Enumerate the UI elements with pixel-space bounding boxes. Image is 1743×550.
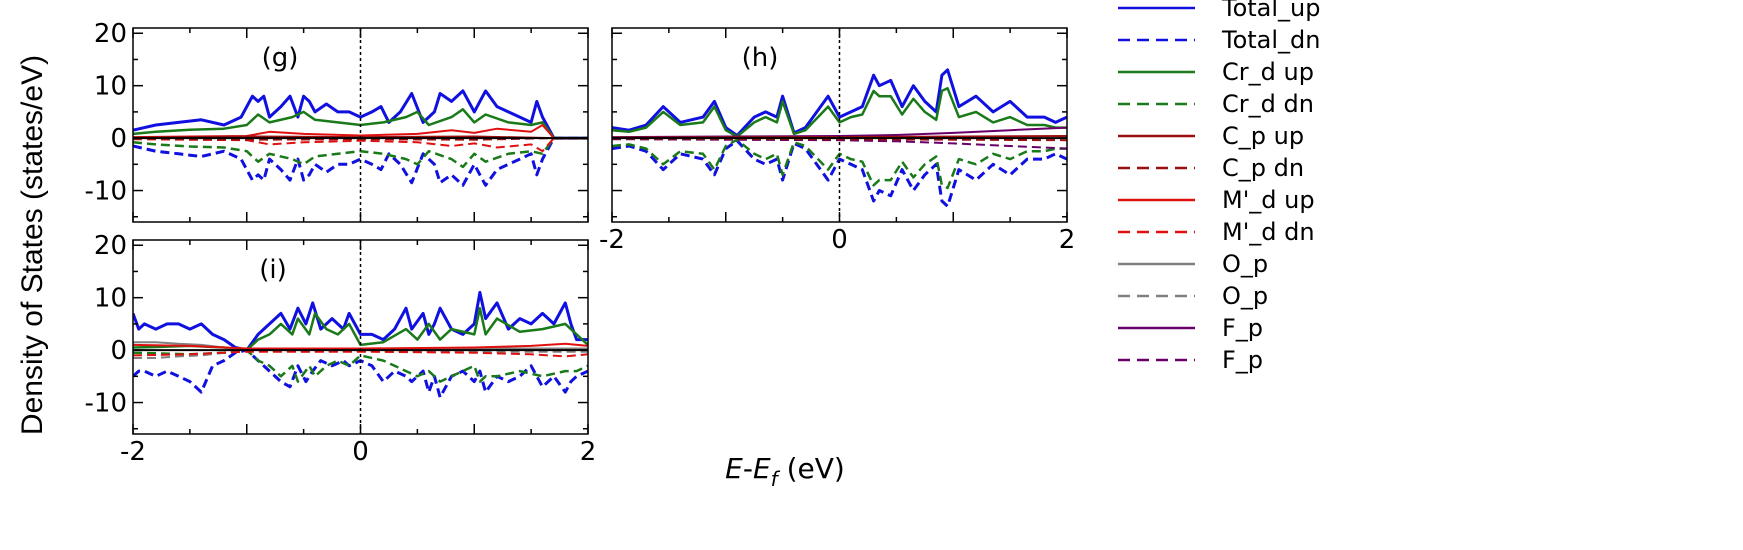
y-tick-label: 20 xyxy=(94,231,127,261)
legend-label: Cr_d up xyxy=(1222,58,1314,86)
legend-label: M'_d up xyxy=(1222,186,1315,214)
panel-1: -2 0 2 (h) xyxy=(599,27,1076,255)
series-line-total-up xyxy=(133,89,588,140)
series-line-m-d-dn xyxy=(133,350,588,358)
x-tick-label: -2 xyxy=(120,437,146,467)
series-line-total-dn xyxy=(133,136,588,187)
legend-item: F_p xyxy=(1118,314,1263,342)
y-axis-label: Density of States (states/eV) xyxy=(16,55,49,435)
legend-label: M'_d dn xyxy=(1222,218,1315,246)
panel-label: (g) xyxy=(262,43,299,73)
legend-label: Total_up xyxy=(1221,0,1321,22)
legend-item: Cr_d up xyxy=(1118,58,1314,86)
y-tick-label: -10 xyxy=(85,389,127,419)
x-tick-label: 0 xyxy=(831,225,848,255)
x-tick-label: -2 xyxy=(599,225,625,255)
panel-label: (h) xyxy=(742,43,779,73)
panel-2: -2 0 2 20 10 0 -10 (i) xyxy=(85,231,597,467)
series-line-m-d-dn xyxy=(133,137,588,153)
series-line-cr-d-dn xyxy=(133,348,588,383)
legend-label: Total_dn xyxy=(1221,26,1321,54)
series-line-cr-d-up xyxy=(612,87,1067,138)
series-line-cr-d-dn xyxy=(612,138,1067,190)
series-line-cr-d-dn xyxy=(133,136,588,169)
x-tick-label: 0 xyxy=(352,437,369,467)
legend-label: F_p xyxy=(1222,314,1263,342)
legend-item: M'_d dn xyxy=(1118,218,1315,246)
panel-label: (i) xyxy=(259,255,287,285)
series-line-m-d-up xyxy=(133,342,588,350)
legend-item: O_p xyxy=(1118,282,1268,310)
legend-label: Cr_d dn xyxy=(1222,90,1314,118)
y-tick-label: -10 xyxy=(85,177,127,207)
series-line-cr-d-up xyxy=(133,108,588,140)
x-tick-label: 2 xyxy=(580,437,597,467)
x-axis-label: E-Ef (eV) xyxy=(725,452,845,491)
panel-1-series xyxy=(612,68,1067,208)
legend-item: C_p up xyxy=(1118,122,1304,150)
y-tick-label: 10 xyxy=(94,284,127,314)
panel-0: 20 10 0 -10 (g) xyxy=(85,19,589,223)
legend-label: O_p xyxy=(1222,282,1268,310)
legend-item: O_p xyxy=(1118,250,1268,278)
legend-item: M'_d up xyxy=(1118,186,1315,214)
y-tick-label: 20 xyxy=(94,19,127,49)
panels-group: 20 10 0 -10 (g) -2 0 2 (h) -2 0 2 20 10 0 -10 (i) xyxy=(85,19,1076,467)
legend-item: C_p dn xyxy=(1118,154,1304,182)
series-line-total-up xyxy=(612,68,1067,137)
legend-label: C_p up xyxy=(1222,122,1304,150)
legend-item: F_p xyxy=(1118,346,1263,374)
series-line-total-dn xyxy=(612,139,1067,208)
legend: Total_up Total_dn Cr_d up Cr_d dn C_p up C_p … xyxy=(1118,0,1321,374)
y-tick-label: 0 xyxy=(110,336,127,366)
y-tick-label: 0 xyxy=(110,124,127,154)
legend-item: Total_dn xyxy=(1118,26,1321,54)
legend-label: F_p xyxy=(1222,346,1263,374)
legend-item: Total_up xyxy=(1118,0,1321,22)
x-tick-label: 2 xyxy=(1059,225,1076,255)
legend-item: Cr_d dn xyxy=(1118,90,1314,118)
legend-label: C_p dn xyxy=(1222,154,1304,182)
y-tick-label: 10 xyxy=(94,72,127,102)
series-line-m-d-up xyxy=(133,124,588,140)
series-line-total-dn xyxy=(133,348,588,399)
legend-label: O_p xyxy=(1222,250,1268,278)
